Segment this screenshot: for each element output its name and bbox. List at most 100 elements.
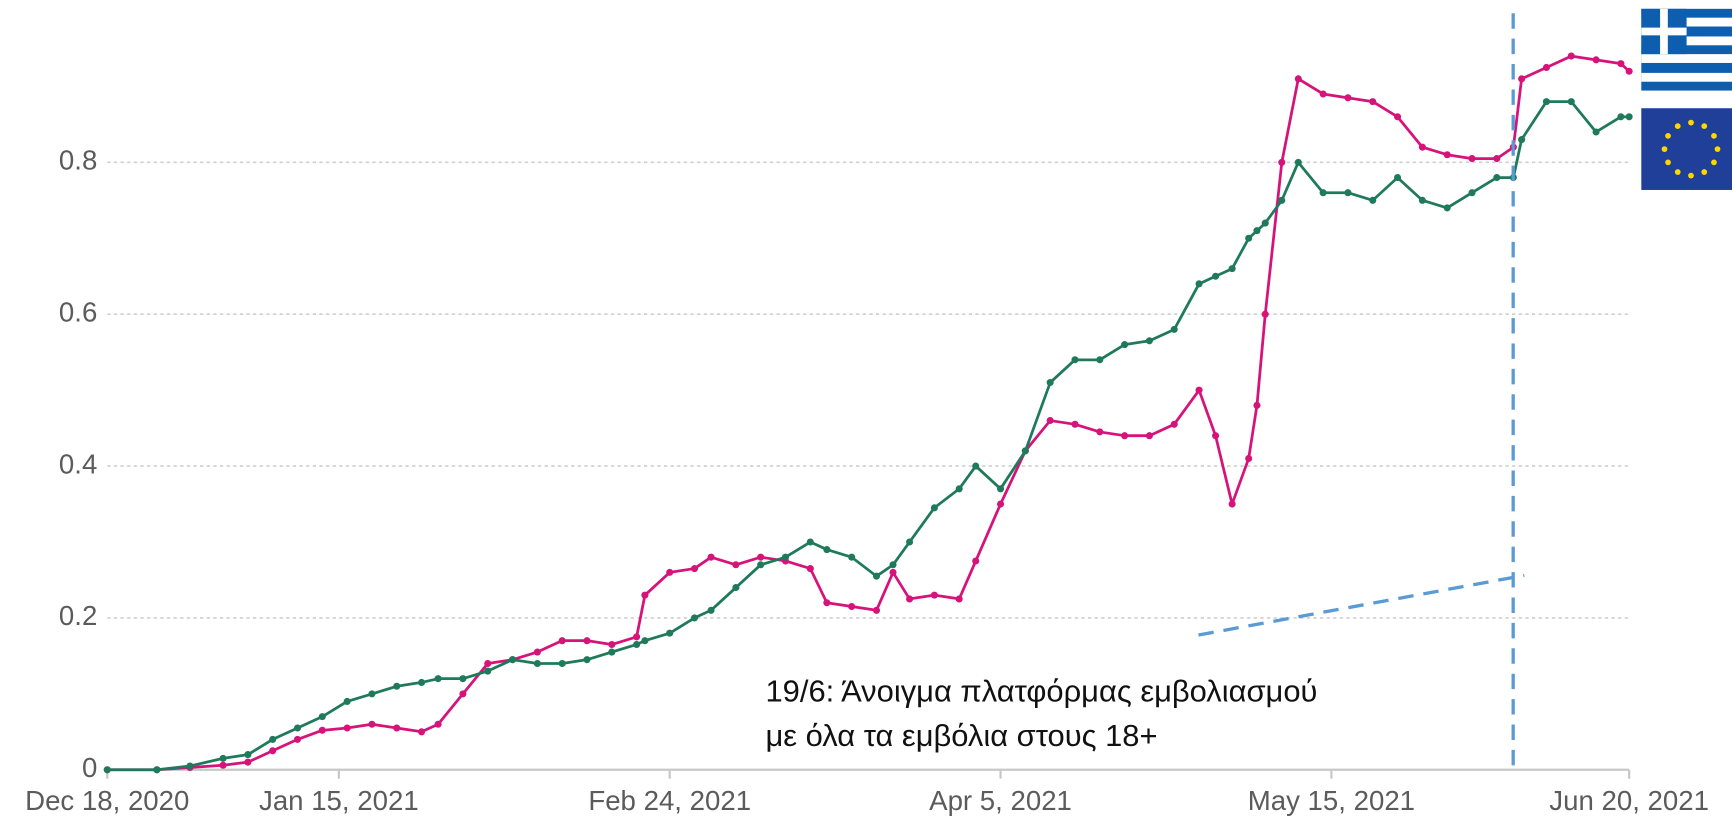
point xyxy=(872,572,881,580)
point xyxy=(244,758,252,766)
point xyxy=(757,561,765,569)
annotation-text: με όλα τα εμβόλια στους 18+ xyxy=(765,718,1157,753)
point xyxy=(558,637,566,645)
point xyxy=(153,766,161,774)
point xyxy=(1071,356,1079,364)
point xyxy=(997,500,1005,508)
point xyxy=(1170,325,1178,333)
point xyxy=(1369,98,1377,106)
point xyxy=(293,735,302,743)
point xyxy=(707,553,715,561)
point xyxy=(368,690,376,698)
point xyxy=(690,565,699,573)
point xyxy=(1046,416,1054,425)
point xyxy=(1344,189,1352,197)
point xyxy=(641,637,649,645)
point xyxy=(459,675,467,683)
point xyxy=(848,602,856,611)
x-tick-label: Apr 5, 2021 xyxy=(929,785,1072,816)
y-tick-label: 0.4 xyxy=(59,448,97,479)
point xyxy=(1245,234,1253,242)
point xyxy=(1278,158,1286,166)
point xyxy=(558,659,566,668)
star xyxy=(1674,123,1681,130)
point xyxy=(608,648,616,656)
point xyxy=(930,591,938,599)
point xyxy=(393,682,401,690)
point xyxy=(418,678,426,686)
point xyxy=(955,595,963,603)
point xyxy=(972,557,980,565)
point xyxy=(1319,90,1327,98)
point xyxy=(930,504,938,512)
star xyxy=(1688,172,1694,179)
point xyxy=(633,640,641,649)
point xyxy=(666,629,674,637)
point xyxy=(219,754,227,762)
point xyxy=(806,538,814,546)
point xyxy=(434,675,442,683)
point xyxy=(1344,94,1352,102)
series-line xyxy=(107,100,1630,772)
point xyxy=(848,553,856,561)
point xyxy=(1245,454,1253,463)
eu-flag xyxy=(1641,108,1732,190)
point xyxy=(103,766,111,774)
point xyxy=(1294,158,1302,166)
point xyxy=(1418,143,1426,151)
point xyxy=(368,720,376,728)
point xyxy=(1261,219,1269,227)
annotation-text: 19/6: Άνοιγμα πλατφόρμας εμβολιασμού xyxy=(765,674,1317,709)
point xyxy=(1617,60,1625,68)
point xyxy=(1369,196,1377,204)
star xyxy=(1701,123,1708,130)
point xyxy=(1443,151,1451,159)
point xyxy=(1212,272,1220,280)
point xyxy=(1145,432,1153,440)
point xyxy=(434,720,442,728)
point xyxy=(1542,63,1550,71)
point xyxy=(1121,432,1129,440)
point xyxy=(1518,75,1526,83)
y-tick-label: 0.2 xyxy=(59,600,97,631)
point xyxy=(244,751,252,759)
point xyxy=(343,697,351,705)
point xyxy=(459,690,467,698)
point xyxy=(1443,204,1451,212)
point xyxy=(484,659,492,668)
x-tick-label: Jan 15, 2021 xyxy=(259,785,419,816)
point xyxy=(1418,196,1426,204)
point xyxy=(906,538,914,546)
point xyxy=(889,561,897,569)
point xyxy=(1212,432,1220,440)
point xyxy=(1195,386,1203,394)
point xyxy=(1046,379,1054,387)
point xyxy=(823,546,831,554)
y-tick-label: 0 xyxy=(82,752,97,783)
star xyxy=(1714,146,1721,152)
point xyxy=(1121,341,1129,349)
point xyxy=(1145,337,1153,345)
point xyxy=(997,485,1005,493)
annotation-connector xyxy=(1198,573,1525,637)
point xyxy=(823,599,831,607)
grid: 0 0.2 0.4 0.6 0.8 Dec 18, 2020 Jan 15, 2021 Feb… xyxy=(25,145,1709,817)
point xyxy=(1567,98,1575,106)
point xyxy=(872,606,881,614)
point xyxy=(1096,428,1104,436)
point xyxy=(732,561,740,569)
point xyxy=(418,728,426,736)
star xyxy=(1674,169,1681,175)
point xyxy=(1319,189,1327,197)
point xyxy=(1294,75,1302,83)
point xyxy=(1021,447,1029,455)
point xyxy=(269,747,277,755)
point xyxy=(1625,67,1633,75)
point xyxy=(666,568,674,576)
point xyxy=(1253,227,1261,235)
point xyxy=(781,553,790,561)
x-tick-label: Dec 18, 2020 xyxy=(25,785,189,816)
y-tick-label: 0.8 xyxy=(59,145,97,176)
point xyxy=(1394,174,1402,182)
